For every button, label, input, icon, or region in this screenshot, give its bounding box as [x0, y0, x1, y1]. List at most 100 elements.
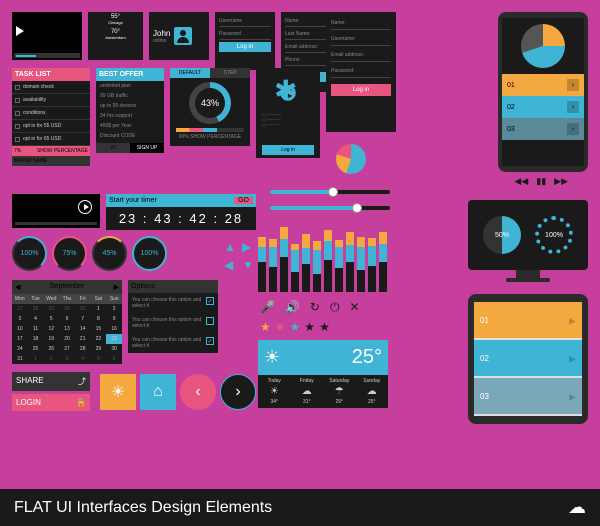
calendar-day[interactable]: 27: [59, 344, 75, 354]
refresh-icon[interactable]: ↻: [310, 300, 320, 315]
username-field[interactable]: Username:: [331, 33, 391, 46]
password-field[interactable]: Password: [219, 29, 271, 40]
go-button[interactable]: GO: [234, 197, 253, 204]
weather-day[interactable]: Today☀34°: [258, 375, 291, 408]
calendar-day[interactable]: 5: [91, 354, 107, 364]
option-item[interactable]: You can choose this option and select it…: [128, 333, 218, 353]
calendar-day[interactable]: 24: [12, 344, 28, 354]
calendar-day[interactable]: 27: [12, 304, 28, 314]
star-icon[interactable]: ★: [260, 320, 271, 334]
power-icon[interactable]: ⏻: [330, 300, 340, 315]
calendar-day[interactable]: 12: [43, 324, 59, 334]
calendar-day[interactable]: 30: [59, 304, 75, 314]
arrow-left-icon[interactable]: ◀: [224, 258, 238, 272]
list-item[interactable]: 02▸: [474, 340, 582, 376]
weather-day[interactable]: Friday☁31°: [291, 375, 324, 408]
star-icon[interactable]: ★: [290, 320, 301, 334]
arrow-up-icon[interactable]: ▲: [224, 240, 238, 254]
video-player-small[interactable]: [12, 12, 82, 60]
weather-day[interactable]: Saturday☂29°: [323, 375, 356, 408]
checkbox-icon[interactable]: [15, 137, 20, 142]
back-icon[interactable]: ‹: [180, 374, 216, 410]
calendar-day[interactable]: 30: [106, 344, 122, 354]
login-button[interactable]: Log in: [262, 145, 314, 155]
calendar-day[interactable]: 14: [75, 324, 91, 334]
calendar-day[interactable]: 5: [43, 314, 59, 324]
arrow-down-icon[interactable]: ▼: [242, 258, 256, 272]
list-item[interactable]: 02›: [502, 96, 584, 118]
sun-icon[interactable]: ☀: [100, 374, 136, 410]
calendar-day[interactable]: 28: [75, 344, 91, 354]
profile-card[interactable]: Johnonline: [149, 12, 209, 60]
next-icon[interactable]: ▶: [114, 283, 119, 291]
calendar-day[interactable]: 2: [106, 304, 122, 314]
email-field[interactable]: Email address:: [331, 49, 391, 62]
calendar-day[interactable]: 29: [43, 304, 59, 314]
option-item[interactable]: You can choose this option and select it: [128, 313, 218, 333]
calendar-day[interactable]: 11: [28, 324, 44, 334]
pause-icon[interactable]: ▮▮: [536, 176, 546, 187]
calendar-day[interactable]: 2: [43, 354, 59, 364]
tab-default[interactable]: DEFAULT: [170, 68, 210, 78]
calendar-day[interactable]: 15: [91, 324, 107, 334]
checkbox-icon[interactable]: ✓: [206, 337, 214, 345]
prev-icon[interactable]: ◀◀: [514, 176, 528, 187]
calendar-day[interactable]: 4: [75, 354, 91, 364]
share-button[interactable]: SHARE⤴: [12, 372, 90, 391]
calendar-day[interactable]: 18: [28, 334, 44, 344]
weather-day[interactable]: Sunday☁25°: [356, 375, 389, 408]
star-icon[interactable]: ★: [275, 320, 286, 334]
password-field[interactable]: Password:: [331, 65, 391, 78]
progress-bar[interactable]: [15, 222, 97, 225]
calendar-day[interactable]: 13: [59, 324, 75, 334]
calendar-day[interactable]: 8: [91, 314, 107, 324]
progress-bar[interactable]: [14, 53, 80, 58]
calendar-day[interactable]: 9: [106, 314, 122, 324]
next-icon[interactable]: ▶▶: [554, 176, 568, 187]
prev-icon[interactable]: ◀: [15, 283, 20, 291]
close-icon[interactable]: ✕: [349, 300, 359, 315]
slider-1[interactable]: [270, 190, 390, 194]
calendar-day[interactable]: 16: [106, 324, 122, 334]
video-player-wide[interactable]: [12, 194, 100, 228]
calendar-day[interactable]: 31: [75, 304, 91, 314]
calendar-day[interactable]: 21: [75, 334, 91, 344]
calendar-day[interactable]: 23: [106, 334, 122, 344]
home-icon[interactable]: ⌂: [140, 374, 176, 410]
checkbox-icon[interactable]: [15, 98, 20, 103]
tab-step[interactable]: STEP: [210, 68, 250, 78]
calendar-day[interactable]: 1: [91, 304, 107, 314]
task-row[interactable]: opt in for 55 USD: [12, 120, 90, 133]
star-icon[interactable]: ★: [319, 320, 330, 334]
calendar-day[interactable]: 19: [43, 334, 59, 344]
calendar-day[interactable]: 10: [12, 324, 28, 334]
list-item[interactable]: 01›: [502, 74, 584, 96]
mic-icon[interactable]: 🎤: [260, 300, 275, 315]
calendar-day[interactable]: 4: [28, 314, 44, 324]
task-row[interactable]: conditions: [12, 107, 90, 120]
speaker-icon[interactable]: 🔊: [285, 300, 300, 315]
calendar-day[interactable]: 7: [75, 314, 91, 324]
checkbox-icon[interactable]: [206, 317, 214, 325]
arrow-right-icon[interactable]: ▶: [242, 240, 256, 254]
username-field[interactable]: Username: [219, 16, 271, 27]
calendar-day[interactable]: 22: [91, 334, 107, 344]
checkbox-icon[interactable]: [15, 111, 20, 116]
signup-button[interactable]: SIGN UP: [130, 143, 164, 153]
slider-2[interactable]: [270, 206, 390, 210]
list-item[interactable]: 03›: [502, 118, 584, 140]
calendar-day[interactable]: 17: [12, 334, 28, 344]
play-icon[interactable]: [78, 200, 92, 214]
list-item[interactable]: 01▸: [474, 302, 582, 338]
forward-icon[interactable]: ›: [220, 374, 256, 410]
login-button[interactable]: Log in: [219, 42, 271, 52]
calendar-day[interactable]: 6: [59, 314, 75, 324]
calendar-day[interactable]: 3: [59, 354, 75, 364]
option-item[interactable]: You can choose this option and select it…: [128, 293, 218, 313]
calendar-day[interactable]: 29: [91, 344, 107, 354]
task-row[interactable]: availability: [12, 94, 90, 107]
task-row[interactable]: opt in for 65 USD: [12, 133, 90, 146]
calendar-day[interactable]: 25: [28, 344, 44, 354]
calendar-day[interactable]: 28: [28, 304, 44, 314]
calendar-day[interactable]: 1: [28, 354, 44, 364]
